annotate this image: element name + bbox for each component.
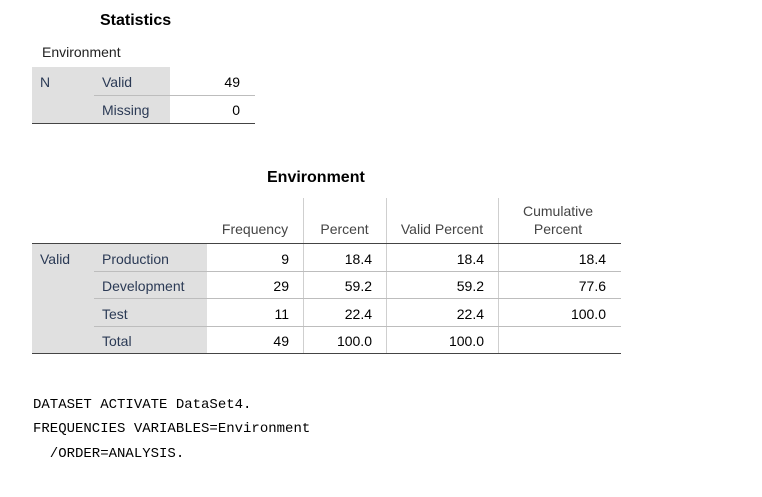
header-separator (498, 198, 499, 244)
header-valid-percent: Valid Percent (400, 221, 484, 237)
statistics-title: Statistics (100, 12, 172, 29)
statistics-missing-label: Missing (102, 102, 150, 118)
statistics-valid-value: 49 (224, 74, 240, 90)
syntax-line: DATASET ACTIVATE DataSet4. (33, 397, 252, 413)
cell-percent: 59.2 (344, 278, 372, 294)
cell-percent: 22.4 (344, 306, 372, 322)
header-bottom-border (32, 243, 621, 244)
header-frequency: Frequency (221, 221, 289, 237)
cell-valid-percent: 18.4 (456, 251, 484, 267)
cell-cumulative: 77.6 (578, 278, 606, 294)
row-divider (94, 271, 621, 272)
row-label-development: Development (102, 278, 185, 294)
cell-cumulative: 100.0 (570, 306, 606, 322)
cell-cumulative: 18.4 (578, 251, 606, 267)
syntax-line: FREQUENCIES VARIABLES=Environment (33, 421, 311, 437)
table-bottom-border (32, 353, 621, 354)
syntax-line: /ORDER=ANALYSIS. (33, 446, 185, 462)
cell-percent: 18.4 (344, 251, 372, 267)
header-separator (303, 198, 304, 244)
row-label-total: Total (102, 333, 132, 349)
statistics-missing-value: 0 (232, 102, 240, 118)
statistics-bottom-border (32, 123, 255, 124)
cell-percent: 100.0 (336, 333, 372, 349)
row-divider (94, 326, 621, 327)
cell-valid-percent: 100.0 (448, 333, 484, 349)
header-separator (386, 198, 387, 244)
frequency-table-title: Environment (267, 169, 365, 186)
statistics-valid-label: Valid (102, 74, 133, 90)
row-divider (94, 298, 621, 299)
cell-frequency: 11 (274, 306, 289, 322)
row-label-production: Production (102, 251, 169, 267)
header-percent: Percent (320, 221, 369, 237)
cell-valid-percent: 22.4 (456, 306, 484, 322)
statistics-variable-label: Environment (42, 44, 121, 60)
cell-frequency: 49 (273, 333, 289, 349)
group-label-valid: Valid (40, 251, 71, 267)
statistics-n-label: N (40, 74, 51, 90)
statistics-row-divider (94, 95, 255, 96)
cell-frequency: 9 (281, 251, 289, 267)
cell-frequency: 29 (273, 278, 289, 294)
cell-valid-percent: 59.2 (456, 278, 484, 294)
header-cumulative-percent: Cumulative Percent (522, 203, 594, 237)
row-label-test: Test (102, 306, 128, 322)
